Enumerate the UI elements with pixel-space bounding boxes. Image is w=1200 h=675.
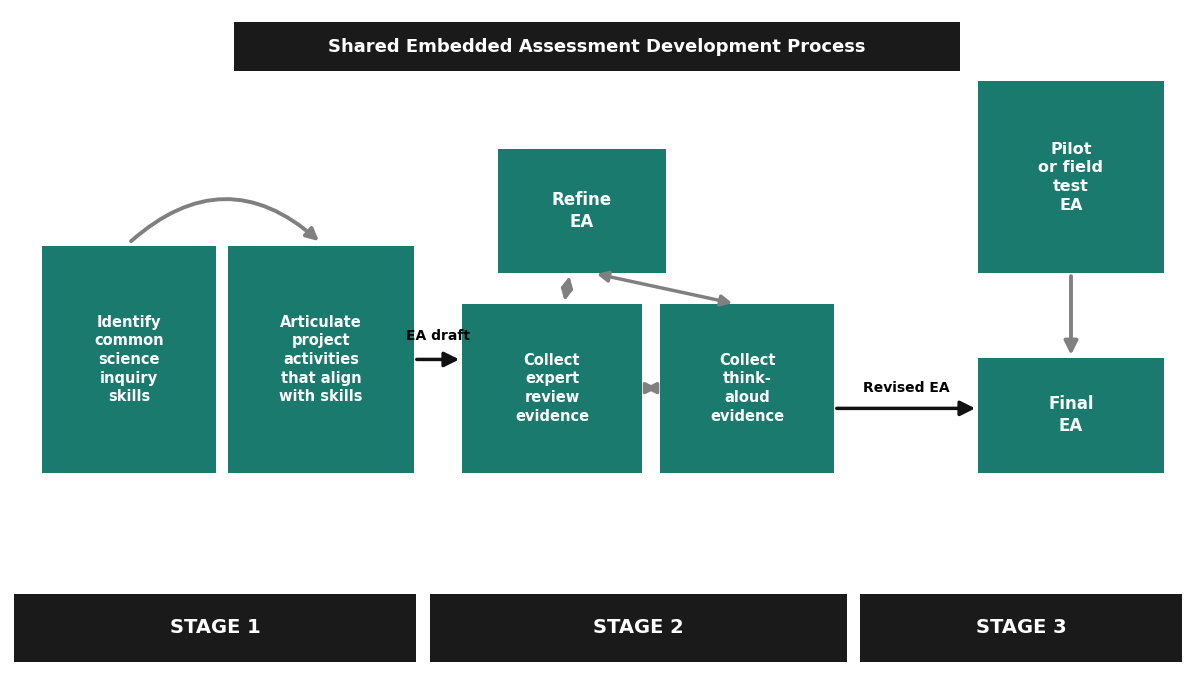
FancyBboxPatch shape [462, 304, 642, 472]
FancyBboxPatch shape [978, 358, 1164, 472]
Text: EA draft: EA draft [406, 329, 470, 342]
Text: Final
EA: Final EA [1049, 395, 1093, 435]
Text: Collect
think-
aloud
evidence: Collect think- aloud evidence [710, 353, 784, 423]
Text: STAGE 1: STAGE 1 [170, 618, 260, 637]
Text: Revised EA: Revised EA [863, 381, 949, 395]
FancyBboxPatch shape [14, 594, 416, 662]
FancyBboxPatch shape [498, 148, 666, 273]
FancyBboxPatch shape [978, 81, 1164, 273]
Text: Identify
common
science
inquiry
skills: Identify common science inquiry skills [94, 315, 164, 404]
Text: STAGE 3: STAGE 3 [976, 618, 1067, 637]
FancyBboxPatch shape [860, 594, 1182, 662]
Text: STAGE 2: STAGE 2 [593, 618, 684, 637]
Text: Articulate
project
activities
that align
with skills: Articulate project activities that align… [280, 315, 362, 404]
FancyBboxPatch shape [234, 22, 960, 71]
FancyBboxPatch shape [42, 246, 216, 472]
Text: Refine
EA: Refine EA [552, 191, 612, 231]
FancyBboxPatch shape [228, 246, 414, 472]
Text: Pilot
or field
test
EA: Pilot or field test EA [1038, 142, 1104, 213]
FancyBboxPatch shape [430, 594, 847, 662]
Text: Shared Embedded Assessment Development Process: Shared Embedded Assessment Development P… [329, 38, 865, 55]
FancyBboxPatch shape [660, 304, 834, 472]
Text: Collect
expert
review
evidence: Collect expert review evidence [515, 353, 589, 423]
